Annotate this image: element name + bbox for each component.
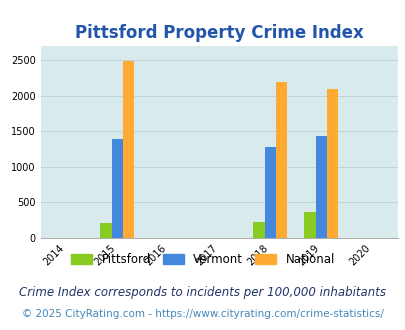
Bar bbox=[275, 82, 286, 238]
Bar bbox=[100, 223, 111, 238]
Title: Pittsford Property Crime Index: Pittsford Property Crime Index bbox=[75, 24, 363, 42]
Bar bbox=[326, 89, 337, 238]
Bar bbox=[304, 212, 315, 238]
Bar bbox=[253, 222, 264, 238]
Bar bbox=[315, 136, 326, 238]
Bar bbox=[111, 139, 122, 238]
Text: Crime Index corresponds to incidents per 100,000 inhabitants: Crime Index corresponds to incidents per… bbox=[19, 285, 386, 299]
Bar bbox=[122, 61, 134, 238]
Bar bbox=[264, 147, 275, 238]
Legend: Pittsford, Vermont, National: Pittsford, Vermont, National bbox=[66, 248, 339, 271]
Text: © 2025 CityRating.com - https://www.cityrating.com/crime-statistics/: © 2025 CityRating.com - https://www.city… bbox=[22, 309, 383, 319]
